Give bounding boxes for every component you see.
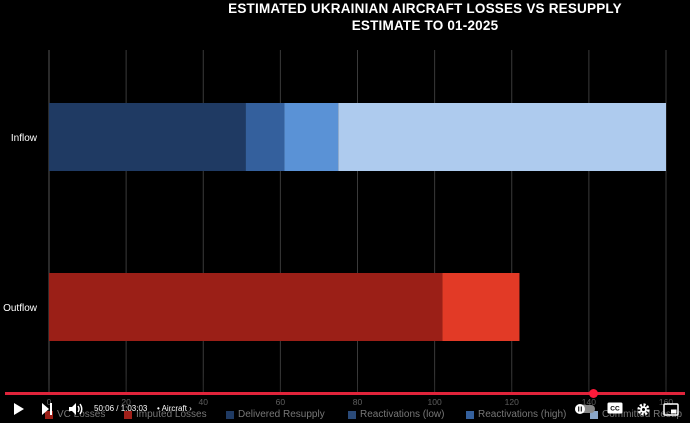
skip-next-icon (42, 403, 52, 415)
chapter-title: Aircraft (161, 404, 187, 413)
settings-button[interactable] (635, 401, 651, 417)
autoplay-toggle[interactable] (574, 403, 596, 415)
video-player-controls: 50:06 / 1:03:03 • Aircraft › CC (0, 384, 690, 423)
legend-label: Imputed Losses (136, 409, 207, 420)
chart-title-line2: ESTIMATE TO 01-2025 (351, 18, 499, 33)
volume-icon (69, 403, 83, 415)
gear-icon (636, 402, 650, 416)
legend-item-delivered-resupply: Delivered Resupply (226, 409, 325, 420)
chapter-button[interactable]: • Aircraft › (157, 404, 192, 413)
next-button[interactable] (39, 401, 55, 417)
legend-swatch (590, 410, 598, 419)
legend-swatch (226, 410, 234, 419)
legend-item-reactivations-high: Reactivations (high) (466, 409, 566, 420)
category-label: Outflow (3, 303, 38, 314)
bar-outflow-imputed-losses (442, 273, 520, 341)
legend-item-imputed-losses: Imputed Losses (124, 409, 207, 420)
closed-captions-icon: CC (607, 402, 623, 414)
legend-label: Reactivations (high) (478, 409, 567, 420)
legend-item-reactivations-low: Reactivations (low) (348, 409, 444, 420)
chapter-dot: • (157, 404, 162, 413)
legend-label: VC Losses (57, 409, 106, 420)
miniplayer-icon (663, 402, 679, 416)
legend-label: Delivered Resupply (238, 409, 325, 420)
progress-bar[interactable] (5, 392, 685, 395)
chart-title-line1: ESTIMATED UKRAINIAN AIRCRAFT LOSSES VS R… (228, 1, 622, 16)
legend-swatch (348, 410, 356, 419)
bar-inflow-committed-resupply (338, 103, 666, 171)
bar-inflow-reactivations-low (245, 103, 285, 171)
bar-inflow-delivered-resupply (49, 103, 246, 171)
miniplayer-button[interactable] (662, 401, 680, 417)
svg-text:CC: CC (610, 406, 620, 413)
time-display: 50:06 / 1:03:03 (94, 404, 148, 413)
legend-swatch (124, 410, 132, 419)
progress-scrubber[interactable] (589, 389, 598, 398)
chevron-right-icon: › (189, 404, 192, 413)
play-button[interactable] (11, 401, 27, 417)
player-gradient (0, 372, 690, 423)
legend-label: Reactivations (low) (360, 409, 445, 420)
bar-outflow-vc-losses (49, 273, 443, 341)
bar-inflow-reactivations-high (284, 103, 339, 171)
subtitles-button[interactable]: CC (607, 401, 623, 415)
legend-swatch (45, 410, 53, 419)
volume-button[interactable] (67, 401, 85, 417)
play-icon (14, 403, 24, 415)
legend-item-vc-losses: VC Losses (45, 409, 105, 420)
category-label: Inflow (11, 133, 38, 144)
legend-swatch (466, 410, 474, 419)
autoplay-icon (575, 404, 595, 414)
